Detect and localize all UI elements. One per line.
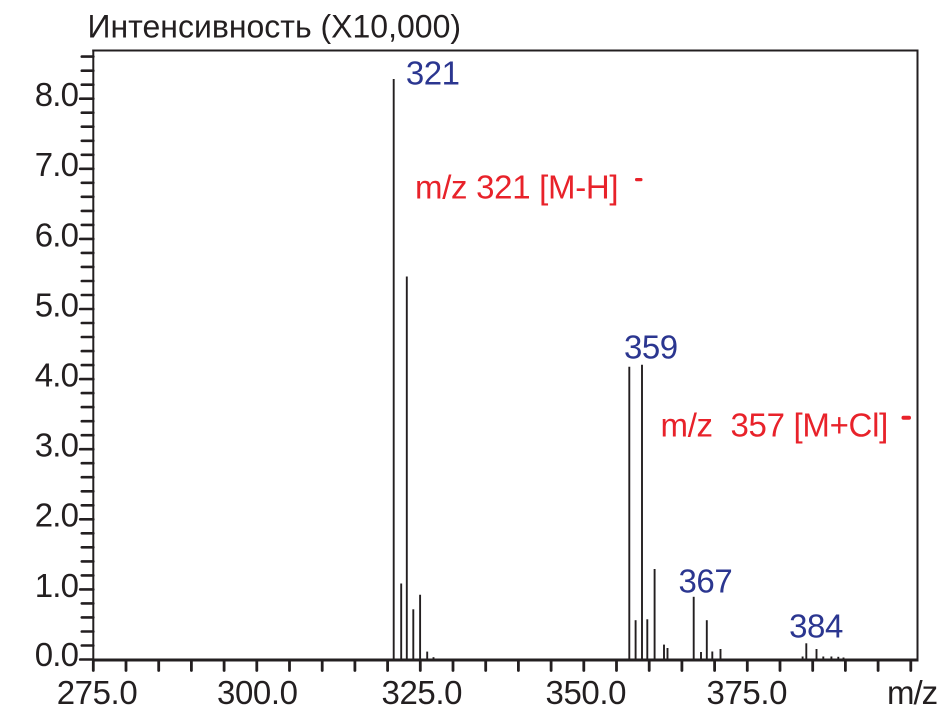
- svg-text:7.0: 7.0: [35, 146, 79, 183]
- svg-text:384: 384: [789, 608, 843, 645]
- svg-text:m/z: m/z: [887, 674, 937, 711]
- svg-text:275.0: 275.0: [57, 674, 138, 711]
- svg-text:6.0: 6.0: [35, 216, 79, 253]
- svg-text:8.0: 8.0: [35, 76, 79, 113]
- svg-text:Интенсивность (X10,000): Интенсивность (X10,000): [88, 9, 462, 45]
- svg-text:3.0: 3.0: [35, 427, 79, 464]
- svg-text:359: 359: [624, 329, 678, 366]
- svg-text:4.0: 4.0: [35, 357, 79, 394]
- svg-text:m/z 357 [M+Cl]: m/z 357 [M+Cl]: [661, 407, 888, 444]
- svg-text:m/z 321 [M-H]: m/z 321 [M-H]: [415, 169, 618, 206]
- svg-text:1.0: 1.0: [35, 567, 79, 604]
- svg-text:5.0: 5.0: [35, 286, 79, 323]
- svg-text:350.0: 350.0: [546, 674, 627, 711]
- svg-text:367: 367: [679, 563, 733, 600]
- svg-text:300.0: 300.0: [217, 674, 298, 711]
- svg-text:325.0: 325.0: [382, 674, 463, 711]
- svg-text:2.0: 2.0: [35, 497, 79, 534]
- svg-text:375.0: 375.0: [707, 674, 788, 711]
- svg-text:321: 321: [406, 55, 460, 92]
- svg-text:0.0: 0.0: [35, 636, 79, 673]
